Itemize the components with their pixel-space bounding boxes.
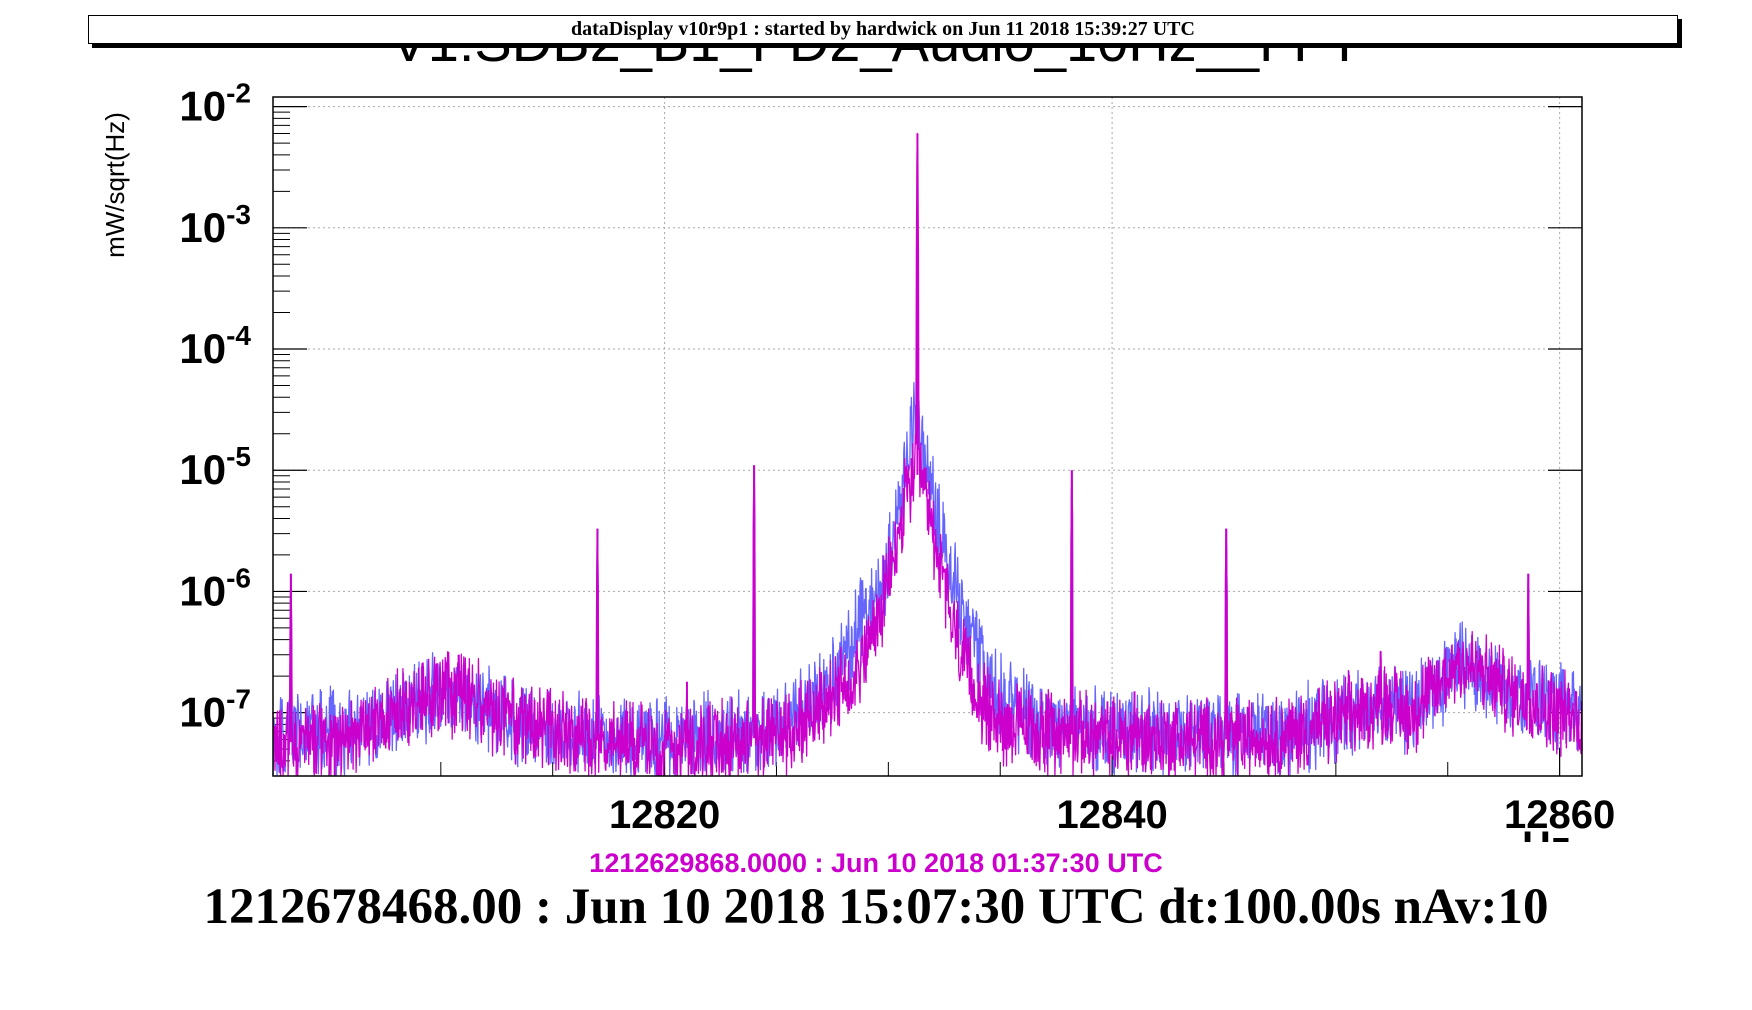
reference-trace-label: 1212629868.0000 : Jun 10 2018 01:37:30 U…	[589, 848, 1163, 878]
plot-frame	[272, 96, 1583, 777]
x-axis-unit-clip: Hz	[1500, 826, 1600, 842]
x-tick-label: 12860	[1504, 793, 1615, 837]
x-axis-ticks: 12820 12840 12860	[328, 748, 1615, 837]
y-axis-label-group: mW/sqrt(Hz)	[100, 112, 130, 258]
app-banner: dataDisplay v10r9p1 : started by hardwic…	[88, 15, 1678, 44]
y-tick-label: 10-5	[179, 441, 251, 493]
y-axis-label: mW/sqrt(Hz)	[100, 112, 130, 258]
plot-title-text: V1:SDB2_B1_PD2_Audio_10Hz__FFT	[0, 47, 1752, 73]
y-tick-label: 10-4	[179, 320, 251, 372]
x-axis-unit: Hz	[1522, 826, 1571, 842]
x-tick-label: 12820	[609, 793, 720, 837]
series-line-1	[272, 132, 1583, 776]
x-tick-label: 12840	[1056, 793, 1167, 837]
y-tick-label: 10-6	[179, 562, 251, 614]
y-tick-label: 10-7	[179, 684, 251, 736]
series-layer	[272, 132, 1583, 776]
y-tick-label: 10-3	[179, 199, 251, 251]
y-tick-label: 10-2	[179, 78, 251, 130]
plot-title-clipped: V1:SDB2_B1_PD2_Audio_10Hz__FFT	[0, 47, 1752, 73]
main-trace-label: 1212678468.00 : Jun 10 2018 15:07:30 UTC…	[203, 879, 1549, 935]
y-axis-ticks: 10-7 10-6 10-5 10-4 10-3 10-2	[179, 78, 1582, 777]
